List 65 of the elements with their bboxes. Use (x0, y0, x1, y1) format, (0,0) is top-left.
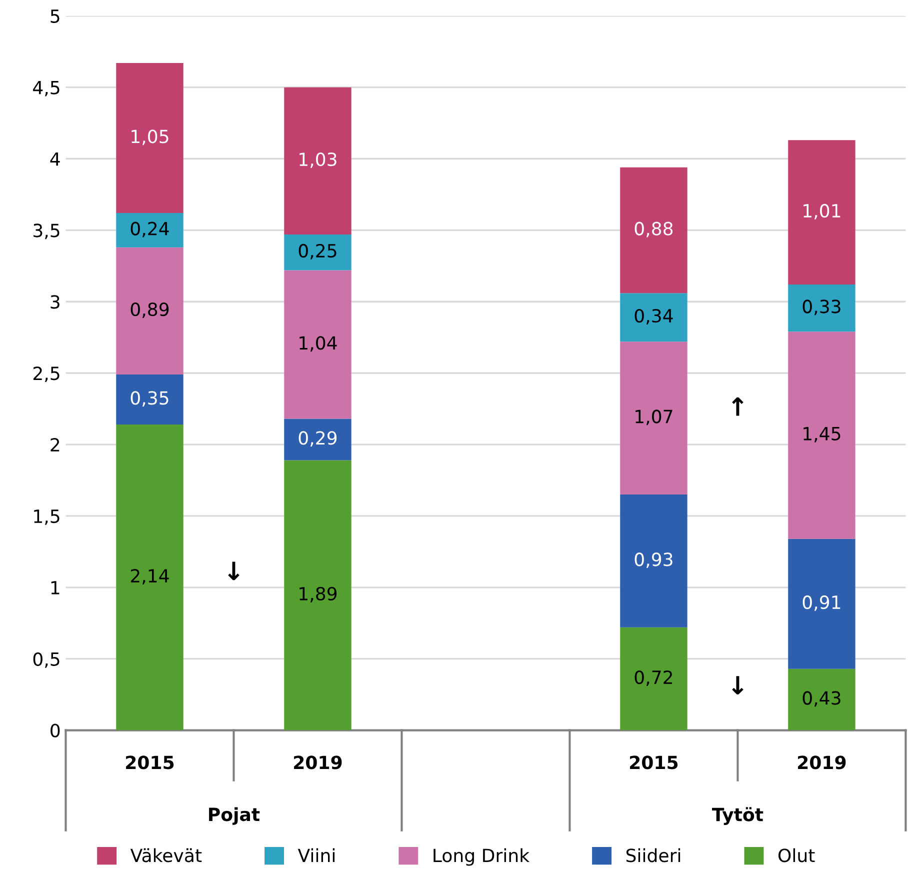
bar (116, 213, 184, 248)
data-label: 0,93 (634, 552, 672, 568)
bar (284, 418, 352, 460)
legend-label: Long Drink (434, 848, 530, 866)
y-tick-label: 4,5 (33, 81, 60, 96)
bar (284, 270, 352, 419)
y-tick-label: 4 (50, 152, 60, 166)
y-tick-label: 1,5 (34, 510, 60, 525)
legend-label: Olut (778, 848, 815, 862)
y-tick-label: 0,5 (33, 652, 60, 668)
data-label: 0,35 (130, 391, 168, 407)
bar (116, 374, 184, 425)
bar (620, 494, 688, 628)
bar (788, 332, 856, 539)
data-label: 0,29 (298, 431, 337, 447)
bar (284, 87, 352, 234)
bar (788, 140, 856, 284)
x-tick-label: 2019 (294, 756, 342, 770)
data-label: 2,14 (130, 568, 169, 584)
data-label: 1,03 (300, 152, 336, 168)
y-tick-label: 0 (50, 724, 60, 738)
y-tick-label: 2,5 (33, 366, 60, 382)
y-tick-label: 3 (50, 295, 60, 309)
bar (116, 63, 184, 214)
data-label: 1,07 (636, 410, 672, 426)
data-label: 1,04 (300, 336, 337, 352)
bar (116, 424, 184, 730)
annotation: ↓ (228, 562, 240, 580)
bar (620, 293, 688, 342)
data-label: 1,45 (804, 427, 840, 442)
data-label: 0,72 (634, 670, 672, 686)
y-tick-label: 2 (50, 438, 60, 452)
annotation: ↓ (732, 676, 744, 694)
annotation: ↑ (732, 397, 744, 416)
bar (788, 284, 856, 332)
bar (620, 627, 688, 730)
y-tick-label: 1 (51, 581, 60, 594)
data-label: 1,01 (804, 204, 840, 220)
data-label: 0,34 (634, 308, 673, 324)
data-label: 1,05 (132, 130, 168, 146)
bar (788, 538, 856, 669)
data-label: 0,89 (130, 302, 169, 318)
x-tick-label: 2015 (126, 756, 174, 770)
data-label: 0,25 (298, 244, 336, 260)
bar (620, 167, 688, 294)
data-label: 1,89 (300, 586, 337, 602)
legend-label: Siideri (626, 848, 680, 862)
bar (284, 460, 352, 730)
text: Pojat (209, 807, 260, 825)
data-label: 0,88 (634, 222, 673, 238)
text: Tytöt (712, 807, 764, 825)
bar (788, 668, 856, 730)
data-label: 0,91 (802, 595, 840, 611)
y-tick-label: 3,5 (34, 224, 60, 240)
data-label: 0,33 (802, 300, 840, 316)
y-tick-label: 5 (50, 10, 60, 23)
legend-label: Viini (298, 848, 334, 862)
legend-label: Väkevät (130, 848, 202, 862)
bar (284, 234, 352, 270)
data-label: 0,24 (130, 222, 169, 238)
data-label: 0,43 (802, 691, 840, 707)
x-tick-label: 2015 (630, 756, 678, 770)
x-tick-label: 2019 (798, 756, 846, 770)
bar (116, 247, 184, 375)
bar (620, 342, 688, 495)
